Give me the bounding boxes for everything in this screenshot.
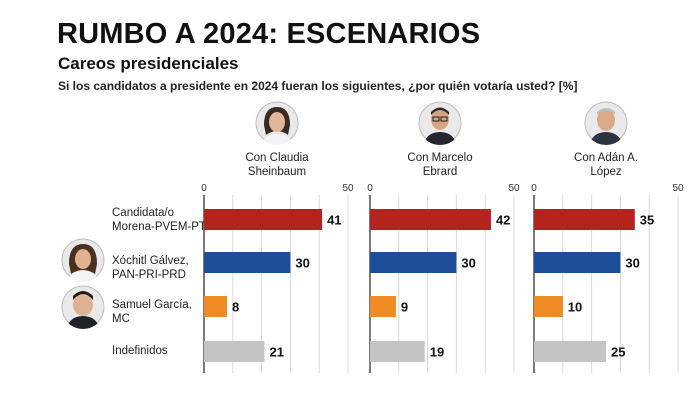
bar bbox=[534, 252, 621, 273]
bar-value-label: 25 bbox=[611, 345, 625, 360]
bar-value-label: 30 bbox=[295, 256, 309, 271]
candidate-label-line: PAN-PRI-PRD bbox=[112, 269, 186, 281]
tick-label: 50 bbox=[672, 183, 684, 194]
claudia-sheinbaum-avatar-icon bbox=[255, 101, 299, 145]
tick-label: 0 bbox=[531, 183, 537, 194]
candidate-label-line: Samuel García, bbox=[112, 299, 192, 311]
bar-value-label: 41 bbox=[327, 213, 341, 228]
candidate-label-galvez: Xóchitl Gálvez, PAN-PRI-PRD bbox=[112, 254, 189, 282]
candidate-label-garcia: Samuel García, MC bbox=[112, 298, 192, 326]
bar bbox=[204, 296, 228, 317]
bar-value-label: 10 bbox=[568, 300, 582, 315]
tick-label: 0 bbox=[201, 183, 207, 194]
samuel-garcia-avatar-icon bbox=[61, 285, 105, 329]
scenario-label-line: Con Adán A. bbox=[574, 152, 638, 164]
candidate-label-indefinidos: Indefinidos bbox=[112, 344, 168, 358]
tick-label: 0 bbox=[367, 183, 373, 194]
bar-value-label: 8 bbox=[232, 300, 239, 315]
candidate-label-line: Candidata/o bbox=[112, 207, 175, 219]
tick-label: 50 bbox=[508, 183, 520, 194]
page-title: RUMBO A 2024: ESCENARIOS bbox=[57, 18, 481, 50]
bar-value-label: 30 bbox=[625, 256, 639, 271]
scenario-label-lopez: Con Adán A. López bbox=[541, 151, 671, 179]
bar-value-label: 35 bbox=[640, 213, 654, 228]
bar-value-label: 19 bbox=[430, 345, 444, 360]
bar bbox=[534, 341, 606, 362]
scenario-label-line: Sheinbaum bbox=[247, 166, 307, 178]
bar-value-label: 21 bbox=[269, 345, 283, 360]
page-subtitle: Careos presidenciales bbox=[58, 54, 239, 73]
bar-value-label: 9 bbox=[401, 300, 408, 315]
scenario-label-line: Con Claudia bbox=[245, 152, 309, 164]
bar-value-label: 42 bbox=[496, 213, 510, 228]
bar bbox=[370, 341, 425, 362]
candidate-label-morena: Candidata/o Morena-PVEM-PT bbox=[112, 206, 206, 234]
bar bbox=[204, 209, 323, 230]
tick-label: 50 bbox=[342, 183, 354, 194]
bar bbox=[204, 252, 291, 273]
candidate-label-line: Indefinidos bbox=[112, 345, 168, 357]
bar bbox=[204, 341, 265, 362]
bar bbox=[370, 209, 491, 230]
candidate-label-line: MC bbox=[112, 313, 130, 325]
scenario-label-line: López bbox=[590, 166, 622, 178]
survey-question: Si los candidatos a presidente en 2024 f… bbox=[58, 79, 578, 93]
bar-value-label: 30 bbox=[461, 256, 475, 271]
bar bbox=[370, 252, 457, 273]
candidate-label-line: Morena-PVEM-PT bbox=[112, 221, 206, 233]
scenario-label-line: Ebrard bbox=[422, 166, 458, 178]
scenario-label-ebrard: Con Marcelo Ebrard bbox=[375, 151, 505, 179]
bar bbox=[534, 209, 635, 230]
xochitl-galvez-avatar-icon bbox=[61, 238, 105, 282]
bar bbox=[370, 296, 396, 317]
scenario-label-line: Con Marcelo bbox=[407, 152, 473, 164]
adan-augusto-lopez-avatar-icon bbox=[584, 101, 628, 145]
candidate-label-line: Xóchitl Gálvez, bbox=[112, 255, 189, 267]
bar bbox=[534, 296, 563, 317]
scenario-label-sheinbaum: Con Claudia Sheinbaum bbox=[212, 151, 342, 179]
marcelo-ebrard-avatar-icon bbox=[418, 101, 462, 145]
